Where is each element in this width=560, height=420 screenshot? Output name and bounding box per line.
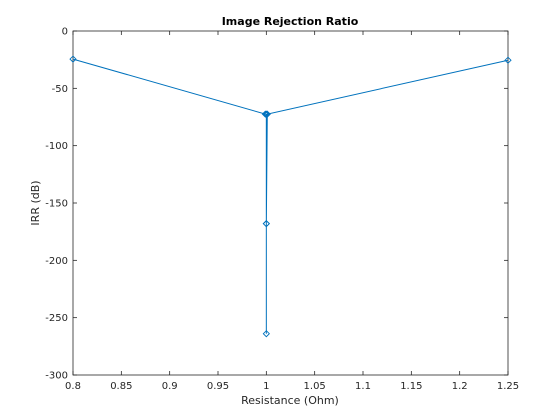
x-tick-label: 0.8 [65,381,81,392]
x-tick-label: 0.95 [207,381,229,392]
x-tick-label: 1.2 [452,381,468,392]
y-tick-label: -150 [45,199,68,210]
y-tick-label: -100 [45,141,68,152]
data-point-marker [262,110,270,118]
x-tick-label: 0.85 [110,381,132,392]
data-point-marker [69,55,77,63]
series-layer [69,55,512,338]
chart-title: Image Rejection Ratio [222,15,359,28]
x-tick-label: 1.05 [304,381,326,392]
y-tick-label: -250 [45,313,68,324]
y-axis-label: IRR (dB) [29,180,42,225]
plot-area [72,30,509,376]
data-point-marker [262,330,270,338]
x-tick-label: 0.9 [162,381,178,392]
y-tick-label: -300 [45,371,68,382]
data-point-marker [504,56,512,64]
data-point-marker [261,110,270,118]
x-tick-label: 1.25 [497,381,519,392]
x-tick-label: 1.1 [355,381,371,392]
data-point-marker [263,110,271,118]
x-tick-label: 1 [263,381,269,392]
x-tick-label: 1.15 [400,381,422,392]
y-tick-label: -50 [52,84,68,95]
y-tick-label: -200 [45,256,68,267]
x-axis-label: Resistance (Ohm) [241,394,339,407]
y-tick-label: 0 [62,27,68,38]
axis-ticks: 0.8 0.85 0.9 0.95 1 1.05 1.1 1.15 1.2 1.25 0 -50 -10… [45,27,519,393]
data-point-marker [262,220,270,228]
series-line [72,58,509,334]
